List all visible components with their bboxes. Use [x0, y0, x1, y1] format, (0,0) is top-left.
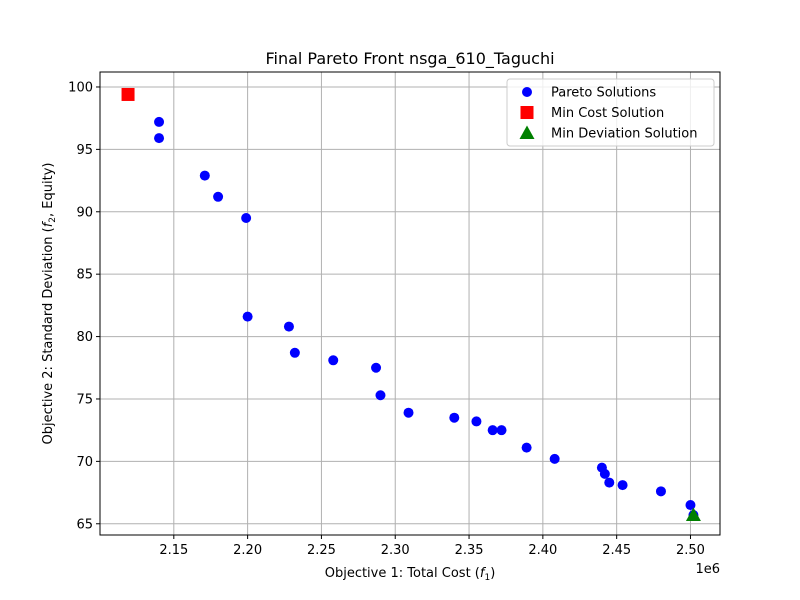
data-points: [121, 87, 701, 522]
pareto-solutions-point: [655, 486, 666, 497]
pareto-solutions-point: [599, 468, 610, 479]
legend-box: [506, 78, 715, 147]
x-tick-label: 2.20: [233, 543, 262, 558]
legend-marker: [519, 125, 535, 139]
x-tick-label: 2.35: [455, 543, 484, 558]
pareto-solutions-point: [549, 453, 560, 464]
y-tick-label: 75: [76, 392, 93, 407]
x-tick-label: 2.50: [676, 543, 705, 558]
x-tick-label: 2.40: [528, 543, 557, 558]
pareto-solutions-point: [685, 500, 696, 511]
plot-area-frame: [99, 71, 721, 536]
min-deviation-solution-point: [685, 507, 701, 522]
pareto-solutions-point: [289, 347, 300, 358]
pareto-solutions-point: [213, 191, 224, 202]
pareto-solutions-point: [403, 407, 414, 418]
legend: Pareto Solutions Min Cost Solution Min Dev…: [506, 78, 715, 147]
x-tick-label: 2.30: [381, 543, 410, 558]
x-tick-label: 2.25: [307, 543, 336, 558]
pareto-solutions-point: [521, 442, 532, 453]
pareto-solutions-point: [496, 425, 507, 436]
pareto-solutions-point: [154, 116, 165, 127]
pareto-solutions-point: [371, 362, 382, 373]
pareto-solutions-point: [154, 133, 165, 144]
legend-marker: [522, 87, 532, 97]
pareto-solutions-point: [375, 390, 386, 401]
y-tick-label: 85: [76, 268, 93, 283]
pareto-solutions-point: [283, 321, 294, 332]
axis-ticks: 2.15 2.20 2.25 2.30 2.35 2.40 2.45 2.50 65 70 75 80…: [68, 80, 705, 558]
pareto-solutions-point: [471, 416, 482, 427]
legend-label: Min Cost Solution: [551, 106, 664, 121]
pareto-solutions-point: [328, 355, 339, 366]
pareto-solutions-point: [449, 412, 460, 423]
y-tick-label: 95: [76, 143, 93, 158]
chart-title: Final Pareto Front nsga_610_Taguchi: [265, 49, 554, 69]
x-tick-label: 2.15: [159, 543, 188, 558]
x-axis-title: Objective 1: Total Cost (f1): [325, 566, 496, 583]
pareto-solutions-point: [199, 170, 210, 181]
pareto-solutions-point: [604, 477, 615, 488]
legend-label: Pareto Solutions: [551, 86, 656, 101]
x-axis-offset-label: 1e6: [695, 562, 720, 577]
y-tick-label: 70: [76, 455, 93, 470]
pareto-solutions-point: [487, 425, 498, 436]
legend-label: Min Deviation Solution: [551, 127, 697, 142]
y-tick-label: 80: [76, 330, 93, 345]
y-axis-title: Objective 2: Standard Deviation (f2, Equ…: [41, 163, 58, 445]
pareto-solutions-point: [241, 213, 252, 224]
pareto-solutions-point: [617, 480, 628, 491]
legend-marker: [520, 106, 534, 119]
y-tick-label: 90: [76, 205, 93, 220]
min-cost-solution-point: [121, 87, 135, 101]
y-tick-label: 100: [68, 80, 93, 95]
x-tick-label: 2.45: [602, 543, 631, 558]
grid: [100, 72, 720, 535]
y-tick-label: 65: [76, 517, 93, 532]
pareto-solutions-point: [242, 311, 253, 322]
